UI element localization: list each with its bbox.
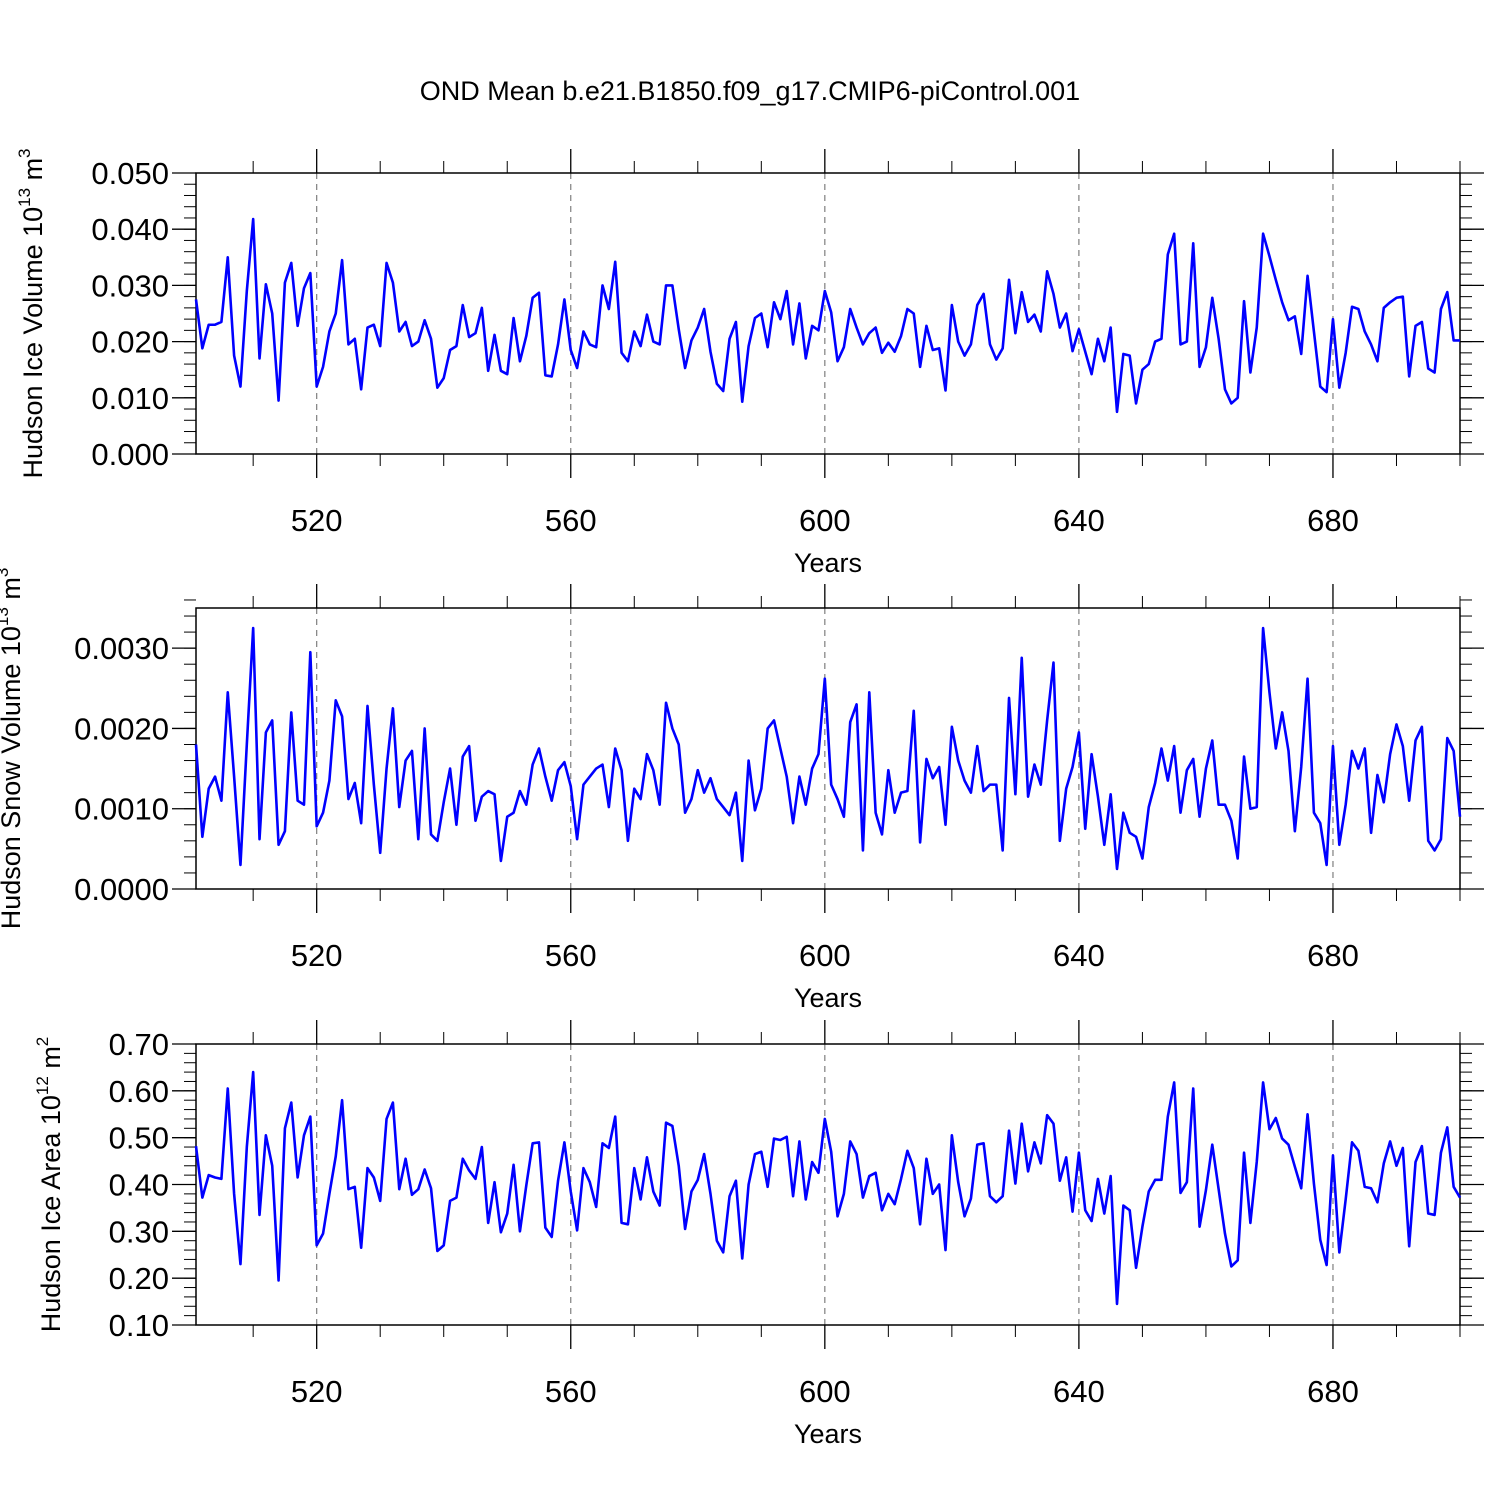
x-tick-label: 640 <box>1053 503 1105 538</box>
y-tick-label: 0.040 <box>91 212 169 247</box>
x-tick-label: 600 <box>799 1374 851 1409</box>
y-tick-label: 0.70 <box>109 1027 169 1062</box>
y-tick-label: 0.60 <box>109 1074 169 1109</box>
y-tick-label: 0.50 <box>109 1121 169 1156</box>
series-line <box>194 626 1462 871</box>
y-axis-label: Hudson Ice Area 1012 m2 <box>33 1037 66 1333</box>
y-tick-label: 0.0030 <box>74 631 169 666</box>
y-axis-label: Hudson Ice Volume 1013 m3 <box>15 148 48 478</box>
x-axis-label: Years <box>794 548 862 578</box>
x-axis-label: Years <box>794 983 862 1013</box>
y-tick-label: 0.0010 <box>74 792 169 827</box>
y-tick-label: 0.020 <box>91 325 169 360</box>
x-tick-label: 560 <box>545 1374 597 1409</box>
plot-frame <box>195 172 1461 455</box>
x-tick-label: 640 <box>1053 1374 1105 1409</box>
x-axis-label: Years <box>794 1419 862 1449</box>
y-tick-label: 0.20 <box>109 1261 169 1296</box>
y-axis-label: Hudson Snow Volume 1013 m3 <box>0 568 26 930</box>
x-tick-label: 600 <box>799 503 851 538</box>
y-tick-label: 0.0020 <box>74 711 169 746</box>
series-line <box>194 1070 1462 1306</box>
y-tick-label: 0.010 <box>91 381 169 416</box>
x-tick-label: 520 <box>291 938 343 973</box>
y-tick-label: 0.030 <box>91 268 169 303</box>
figure-title: OND Mean b.e21.B1850.f09_g17.CMIP6-piCon… <box>420 76 1080 106</box>
panel-3: 0.10 0.20 0.30 0.40 0.50 0.60 0.70 520 560 600 640… <box>33 1020 1484 1449</box>
series-line <box>194 217 1460 414</box>
panel-1: 0.000 0.010 0.020 0.030 0.040 0.050 520 560 600 6… <box>15 148 1484 578</box>
y-tick-label: 0.0000 <box>74 872 169 907</box>
x-tick-label: 520 <box>291 1374 343 1409</box>
y-tick-label: 0.40 <box>109 1168 169 1203</box>
y-tick-label: 0.30 <box>109 1214 169 1249</box>
y-tick-label: 0.000 <box>91 437 169 472</box>
y-tick-label: 0.10 <box>109 1308 169 1343</box>
x-tick-label: 600 <box>799 938 851 973</box>
x-tick-label: 560 <box>545 503 597 538</box>
panel-2: 0.0000 0.0010 0.0020 0.0030 520 560 600 640 680 Y… <box>0 568 1484 1013</box>
x-tick-label: 680 <box>1307 938 1359 973</box>
x-tick-label: 640 <box>1053 938 1105 973</box>
x-tick-label: 560 <box>545 938 597 973</box>
x-tick-label: 680 <box>1307 503 1359 538</box>
x-tick-label: 680 <box>1307 1374 1359 1409</box>
x-tick-label: 520 <box>291 503 343 538</box>
y-tick-label: 0.050 <box>91 156 169 191</box>
